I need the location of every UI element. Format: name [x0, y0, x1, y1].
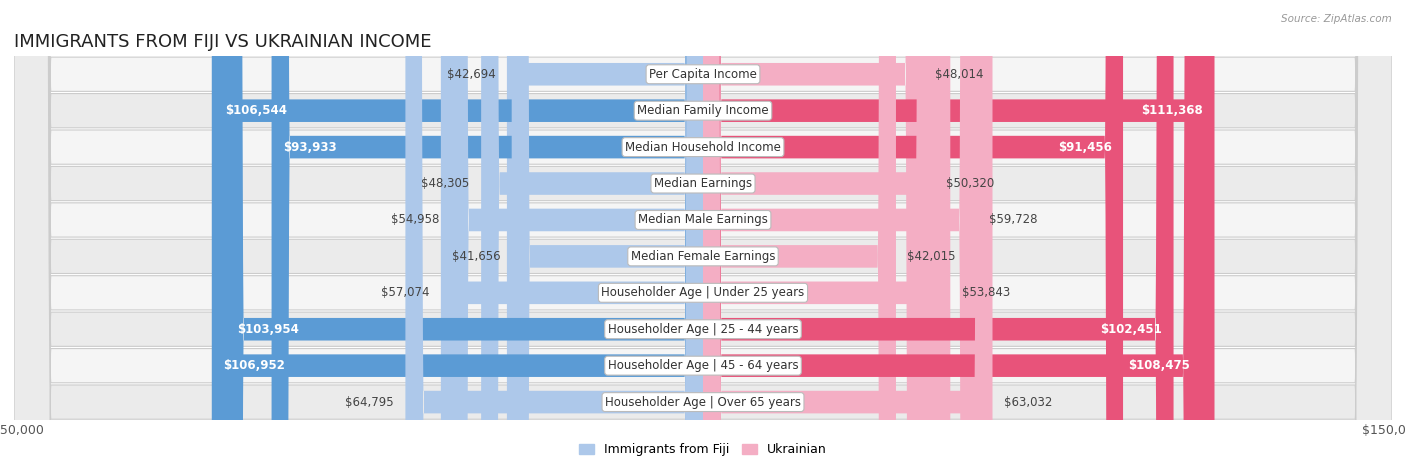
- FancyBboxPatch shape: [225, 0, 703, 467]
- FancyBboxPatch shape: [703, 0, 977, 467]
- FancyBboxPatch shape: [14, 0, 1392, 467]
- FancyBboxPatch shape: [703, 0, 934, 467]
- FancyBboxPatch shape: [14, 0, 1392, 467]
- FancyBboxPatch shape: [441, 0, 703, 467]
- FancyBboxPatch shape: [14, 0, 1392, 467]
- FancyBboxPatch shape: [703, 0, 896, 467]
- FancyBboxPatch shape: [508, 0, 703, 467]
- Text: $91,456: $91,456: [1057, 141, 1112, 154]
- Text: $111,368: $111,368: [1142, 104, 1204, 117]
- Text: $42,015: $42,015: [907, 250, 956, 263]
- Text: $57,074: $57,074: [381, 286, 429, 299]
- FancyBboxPatch shape: [214, 0, 703, 467]
- Text: $63,032: $63,032: [1004, 396, 1052, 409]
- Text: Householder Age | Under 25 years: Householder Age | Under 25 years: [602, 286, 804, 299]
- Text: $59,728: $59,728: [988, 213, 1038, 226]
- Text: $41,656: $41,656: [451, 250, 501, 263]
- Text: Householder Age | 45 - 64 years: Householder Age | 45 - 64 years: [607, 359, 799, 372]
- FancyBboxPatch shape: [14, 0, 1392, 467]
- FancyBboxPatch shape: [703, 0, 993, 467]
- Text: $53,843: $53,843: [962, 286, 1010, 299]
- Text: $93,933: $93,933: [283, 141, 336, 154]
- FancyBboxPatch shape: [481, 0, 703, 467]
- FancyBboxPatch shape: [703, 0, 1174, 467]
- FancyBboxPatch shape: [14, 0, 1392, 467]
- Text: Source: ZipAtlas.com: Source: ZipAtlas.com: [1281, 14, 1392, 24]
- FancyBboxPatch shape: [405, 0, 703, 467]
- Text: $108,475: $108,475: [1128, 359, 1189, 372]
- FancyBboxPatch shape: [703, 0, 950, 467]
- Text: Householder Age | 25 - 44 years: Householder Age | 25 - 44 years: [607, 323, 799, 336]
- FancyBboxPatch shape: [14, 0, 1392, 467]
- Legend: Immigrants from Fiji, Ukrainian: Immigrants from Fiji, Ukrainian: [574, 439, 832, 461]
- FancyBboxPatch shape: [703, 0, 924, 467]
- Text: IMMIGRANTS FROM FIJI VS UKRAINIAN INCOME: IMMIGRANTS FROM FIJI VS UKRAINIAN INCOME: [14, 33, 432, 50]
- Text: Householder Age | Over 65 years: Householder Age | Over 65 years: [605, 396, 801, 409]
- FancyBboxPatch shape: [14, 0, 1392, 467]
- Text: $64,795: $64,795: [346, 396, 394, 409]
- Text: Median Male Earnings: Median Male Earnings: [638, 213, 768, 226]
- Text: $103,954: $103,954: [238, 323, 299, 336]
- FancyBboxPatch shape: [271, 0, 703, 467]
- Text: $42,694: $42,694: [447, 68, 495, 81]
- Text: $48,305: $48,305: [422, 177, 470, 190]
- Text: $102,451: $102,451: [1101, 323, 1163, 336]
- FancyBboxPatch shape: [14, 0, 1392, 467]
- Text: $50,320: $50,320: [946, 177, 994, 190]
- Text: Median Earnings: Median Earnings: [654, 177, 752, 190]
- FancyBboxPatch shape: [512, 0, 703, 467]
- FancyBboxPatch shape: [703, 0, 1123, 467]
- Text: $106,952: $106,952: [224, 359, 285, 372]
- FancyBboxPatch shape: [14, 0, 1392, 467]
- FancyBboxPatch shape: [703, 0, 1215, 467]
- Text: $54,958: $54,958: [391, 213, 439, 226]
- FancyBboxPatch shape: [450, 0, 703, 467]
- Text: Per Capita Income: Per Capita Income: [650, 68, 756, 81]
- FancyBboxPatch shape: [212, 0, 703, 467]
- Text: Median Household Income: Median Household Income: [626, 141, 780, 154]
- Text: Median Family Income: Median Family Income: [637, 104, 769, 117]
- Text: $106,544: $106,544: [225, 104, 287, 117]
- Text: Median Female Earnings: Median Female Earnings: [631, 250, 775, 263]
- Text: $48,014: $48,014: [935, 68, 984, 81]
- FancyBboxPatch shape: [703, 0, 1201, 467]
- FancyBboxPatch shape: [14, 0, 1392, 467]
